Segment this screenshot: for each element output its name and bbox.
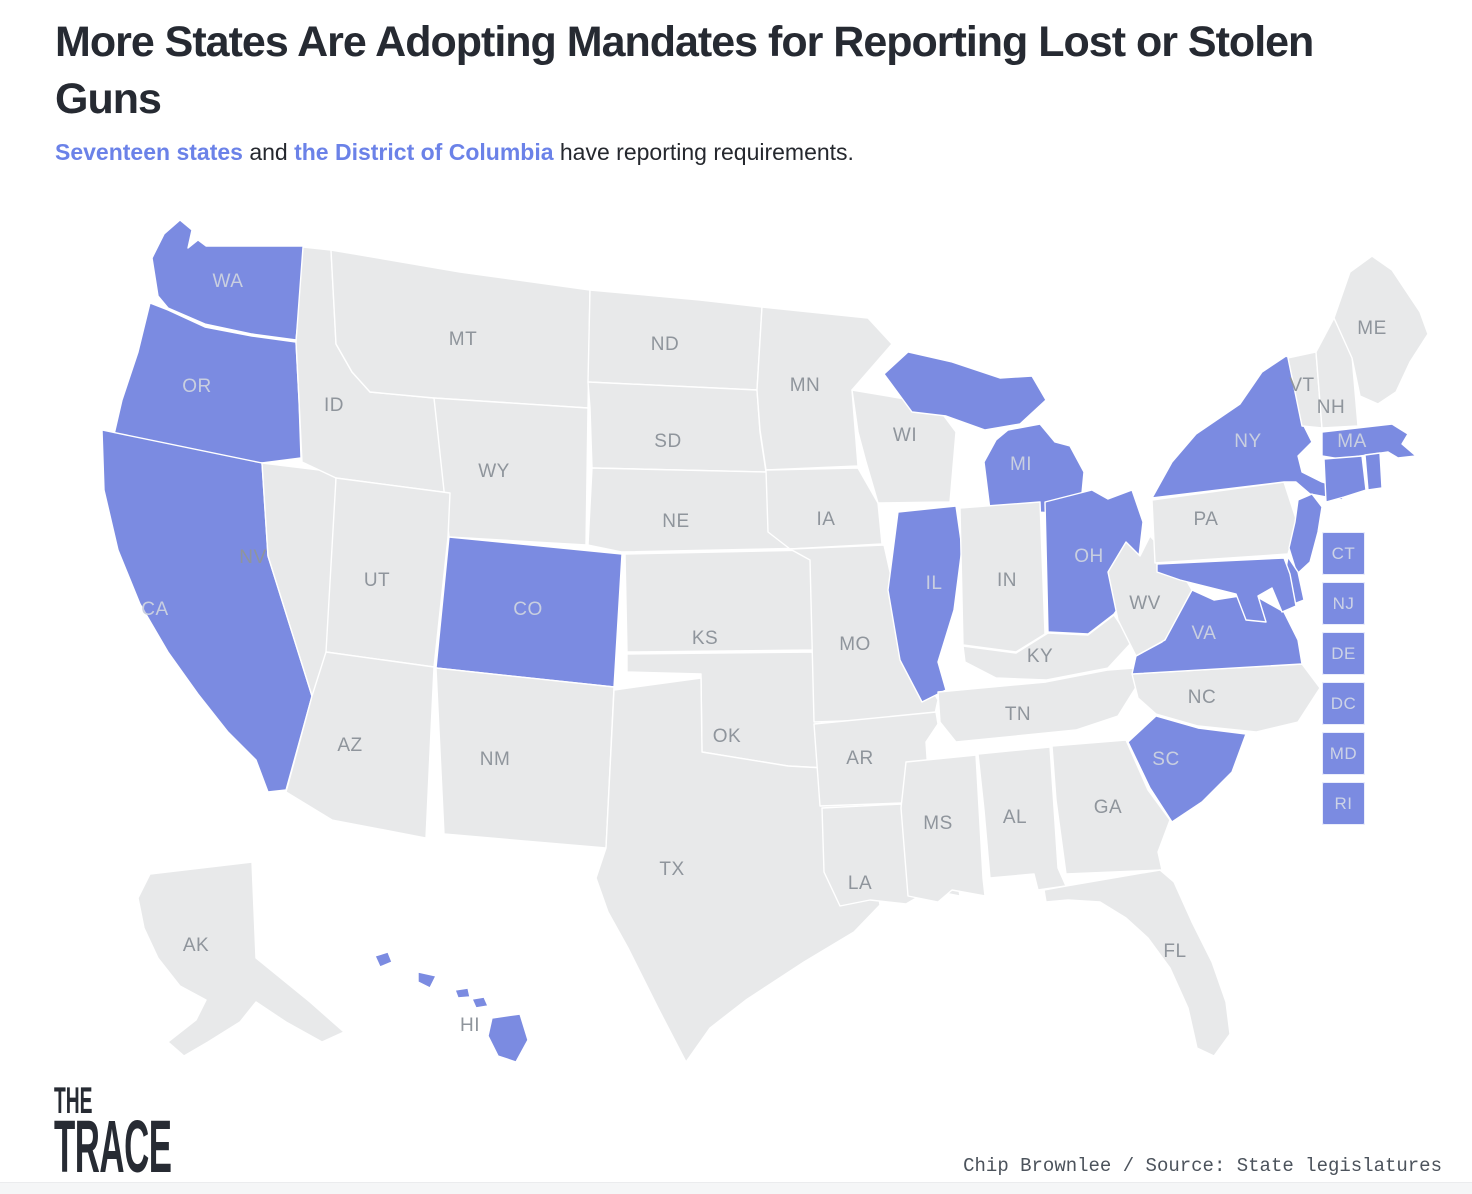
state-ME[interactable]	[1333, 255, 1429, 405]
bottom-strip	[0, 1182, 1472, 1194]
state-CT[interactable]	[1323, 455, 1367, 503]
state-HI[interactable]	[454, 987, 471, 999]
state-FL[interactable]	[1043, 869, 1231, 1057]
side-box-NJ[interactable]: NJ	[1322, 582, 1365, 625]
logo-line-trace: TRACE	[54, 1105, 172, 1188]
side-box-DE[interactable]: DE	[1322, 632, 1365, 675]
credit-line: Chip Brownlee / Source: State legislatur…	[963, 1155, 1442, 1177]
state-WY[interactable]	[433, 397, 589, 546]
state-AK[interactable]	[137, 861, 345, 1057]
side-box-CT[interactable]: CT	[1322, 532, 1365, 575]
link-seventeen-states[interactable]: Seventeen states	[55, 139, 243, 165]
state-SD[interactable]	[587, 381, 767, 473]
state-GA[interactable]	[1051, 739, 1171, 875]
state-CO[interactable]	[435, 536, 623, 688]
state-UT[interactable]	[325, 477, 451, 668]
state-SC[interactable]	[1127, 715, 1247, 823]
state-MI[interactable]	[883, 351, 1047, 431]
state-HI[interactable]	[374, 951, 393, 968]
state-HI[interactable]	[417, 971, 437, 989]
state-NM[interactable]	[435, 667, 615, 849]
state-IA[interactable]	[765, 467, 883, 550]
state-MD[interactable]	[1156, 557, 1297, 623]
state-RI[interactable]	[1364, 452, 1383, 491]
logo-line-the: THE	[54, 1080, 93, 1121]
state-NJ[interactable]	[1288, 493, 1323, 575]
state-MN[interactable]	[756, 306, 893, 471]
subtitle-conjunction: and	[242, 139, 295, 165]
page-title: More States Are Adopting Mandates for Re…	[55, 18, 1314, 123]
side-box-DC[interactable]: DC	[1322, 682, 1365, 725]
state-IL[interactable]	[887, 505, 963, 703]
the-trace-logo: THE TRACE	[54, 1080, 304, 1188]
state-WA[interactable]	[151, 219, 307, 341]
state-ND[interactable]	[587, 289, 763, 391]
state-KS[interactable]	[624, 549, 817, 653]
state-TN[interactable]	[937, 667, 1139, 743]
state-IN[interactable]	[959, 501, 1046, 653]
state-AZ[interactable]	[285, 651, 435, 839]
map-svg: WAORCANVIDMTWYUTCOAZNMNDSDNEKSOKTXMNIAMO…	[101, 219, 1429, 1063]
side-box-MD[interactable]: MD	[1322, 732, 1365, 775]
state-label-HI: HI	[460, 1015, 480, 1036]
state-MA[interactable]	[1321, 423, 1417, 460]
subtitle-rest: have reporting requirements.	[553, 139, 854, 165]
state-MT[interactable]	[330, 249, 591, 409]
state-NH[interactable]	[1315, 317, 1359, 429]
state-HI[interactable]	[487, 1013, 529, 1063]
state-TX[interactable]	[595, 677, 881, 1063]
state-AL[interactable]	[977, 746, 1067, 891]
subtitle: Seventeen states and the District of Col…	[55, 136, 1415, 168]
state-HI[interactable]	[471, 996, 489, 1009]
side-box-RI[interactable]: RI	[1322, 782, 1365, 825]
link-district-of-columbia[interactable]: the District of Columbia	[294, 139, 554, 165]
state-NC[interactable]	[1131, 663, 1321, 733]
us-choropleth-map: WA OR CA NV ID MT WY UT CO AZ NM ND SD NE KS OK TX MN IA MO…	[0, 200, 1472, 1082]
state-MS[interactable]	[900, 754, 986, 903]
